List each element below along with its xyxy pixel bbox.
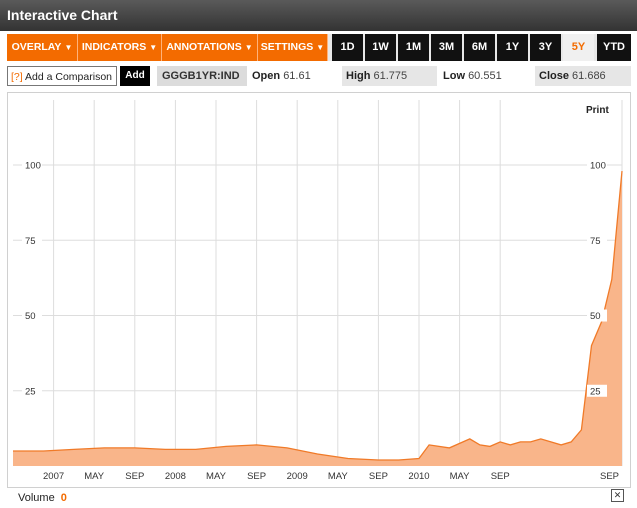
y-label-bg [22, 234, 42, 247]
x-tick-label: SEP [369, 471, 388, 482]
window-title: Interactive Chart [0, 0, 637, 31]
chart-frame [7, 92, 631, 488]
range-1w-button[interactable]: 1W [365, 34, 396, 61]
x-tick-label: SEP [491, 471, 510, 482]
high-stat: High 61.775 [342, 66, 437, 86]
overlay-menu-label: OVERLAY [11, 41, 62, 53]
high-label: High [346, 70, 371, 82]
range-1m-button[interactable]: 1M [398, 34, 429, 61]
y-tick-label: 75 [590, 236, 601, 247]
indicators-menu[interactable]: INDICATORS ▼ [78, 34, 162, 61]
y-label-bg [587, 384, 607, 397]
x-tick-label: 2007 [43, 471, 64, 482]
close-value: 61.686 [572, 70, 606, 82]
y-label-bg [22, 384, 42, 397]
x-tick-label: SEP [600, 471, 619, 482]
low-label: Low [443, 70, 465, 82]
open-value: 61.61 [283, 70, 311, 82]
indicators-menu-label: INDICATORS [81, 41, 147, 53]
add-comparison-label: Add a Comparison [25, 71, 112, 83]
y-label-bg [22, 309, 42, 322]
overlay-menu[interactable]: OVERLAY ▼ [7, 34, 78, 61]
low-value: 60.551 [468, 70, 502, 82]
y-label-bg [22, 159, 42, 172]
price-area [13, 171, 622, 466]
x-tick-label: 2008 [165, 471, 186, 482]
x-tick-label: 2009 [287, 471, 308, 482]
range-1y-button[interactable]: 1Y [497, 34, 528, 61]
annotations-menu[interactable]: ANNOTATIONS ▼ [162, 34, 258, 61]
chevron-down-icon: ▼ [149, 43, 158, 52]
y-axis-labels: 100 100 75 75 50 50 25 25 [22, 159, 607, 397]
y-tick-label: 100 [25, 161, 41, 172]
y-tick-label: 25 [590, 386, 601, 397]
add-comparison-button[interactable]: Add [120, 66, 150, 86]
help-icon[interactable]: [?] [11, 71, 23, 83]
y-label-bg [587, 159, 607, 172]
x-tick-label: MAY [206, 471, 227, 482]
volume-panel: Volume 0 [18, 492, 67, 504]
low-stat: Low 60.551 [443, 66, 533, 86]
symbol-label: GGGB1YR:IND [157, 66, 247, 86]
range-3y-button[interactable]: 3Y [530, 34, 561, 61]
y-tick-label: 50 [590, 311, 601, 322]
open-stat: Open 61.61 [252, 66, 342, 86]
range-1d-button[interactable]: 1D [332, 34, 363, 61]
volume-label: Volume [18, 492, 55, 504]
y-label-bg [587, 309, 607, 322]
chevron-down-icon: ▼ [316, 43, 325, 52]
annotations-menu-label: ANNOTATIONS [166, 41, 242, 53]
y-tick-label: 50 [25, 311, 36, 322]
settings-menu-label: SETTINGS [260, 41, 314, 53]
volume-value: 0 [60, 492, 67, 504]
y-tick-label: 25 [25, 386, 36, 397]
x-tick-label: 2010 [408, 471, 429, 482]
range-3m-button[interactable]: 3M [431, 34, 462, 61]
price-line [13, 171, 623, 461]
settings-menu[interactable]: SETTINGS ▼ [258, 34, 328, 61]
chevron-down-icon: ▼ [64, 43, 73, 52]
close-label: Close [539, 70, 569, 82]
close-stat: Close 61.686 [535, 66, 631, 86]
high-value: 61.775 [373, 70, 408, 82]
chart-grid [13, 100, 623, 466]
close-volume-icon[interactable]: ✕ [611, 489, 624, 502]
chart-toolbar: OVERLAY ▼ INDICATORS ▼ ANNOTATIONS ▼ SETTIN… [7, 34, 631, 61]
y-tick-label: 75 [25, 236, 36, 247]
quote-info-bar: [?] Add a Comparison Add GGGB1YR:IND Ope… [7, 66, 631, 88]
x-tick-label: MAY [450, 471, 471, 482]
x-axis-labels: 2007 MAY SEP 2008 MAY SEP 2009 MAY SEP 2010 MAY SEP… [43, 471, 619, 482]
y-label-bg [587, 234, 607, 247]
x-tick-label: MAY [84, 471, 105, 482]
open-label: Open [252, 70, 281, 82]
range-5y-button[interactable]: 5Y [563, 34, 594, 61]
x-tick-label: SEP [125, 471, 144, 482]
x-tick-label: MAY [328, 471, 349, 482]
add-comparison-input[interactable]: [?] Add a Comparison [7, 66, 117, 86]
chevron-down-icon: ▼ [244, 43, 253, 52]
print-button[interactable]: Print [586, 105, 609, 116]
y-tick-label: 100 [590, 161, 606, 172]
x-tick-label: SEP [247, 471, 266, 482]
range-6m-button[interactable]: 6M [464, 34, 495, 61]
range-ytd-button[interactable]: YTD [597, 34, 631, 61]
